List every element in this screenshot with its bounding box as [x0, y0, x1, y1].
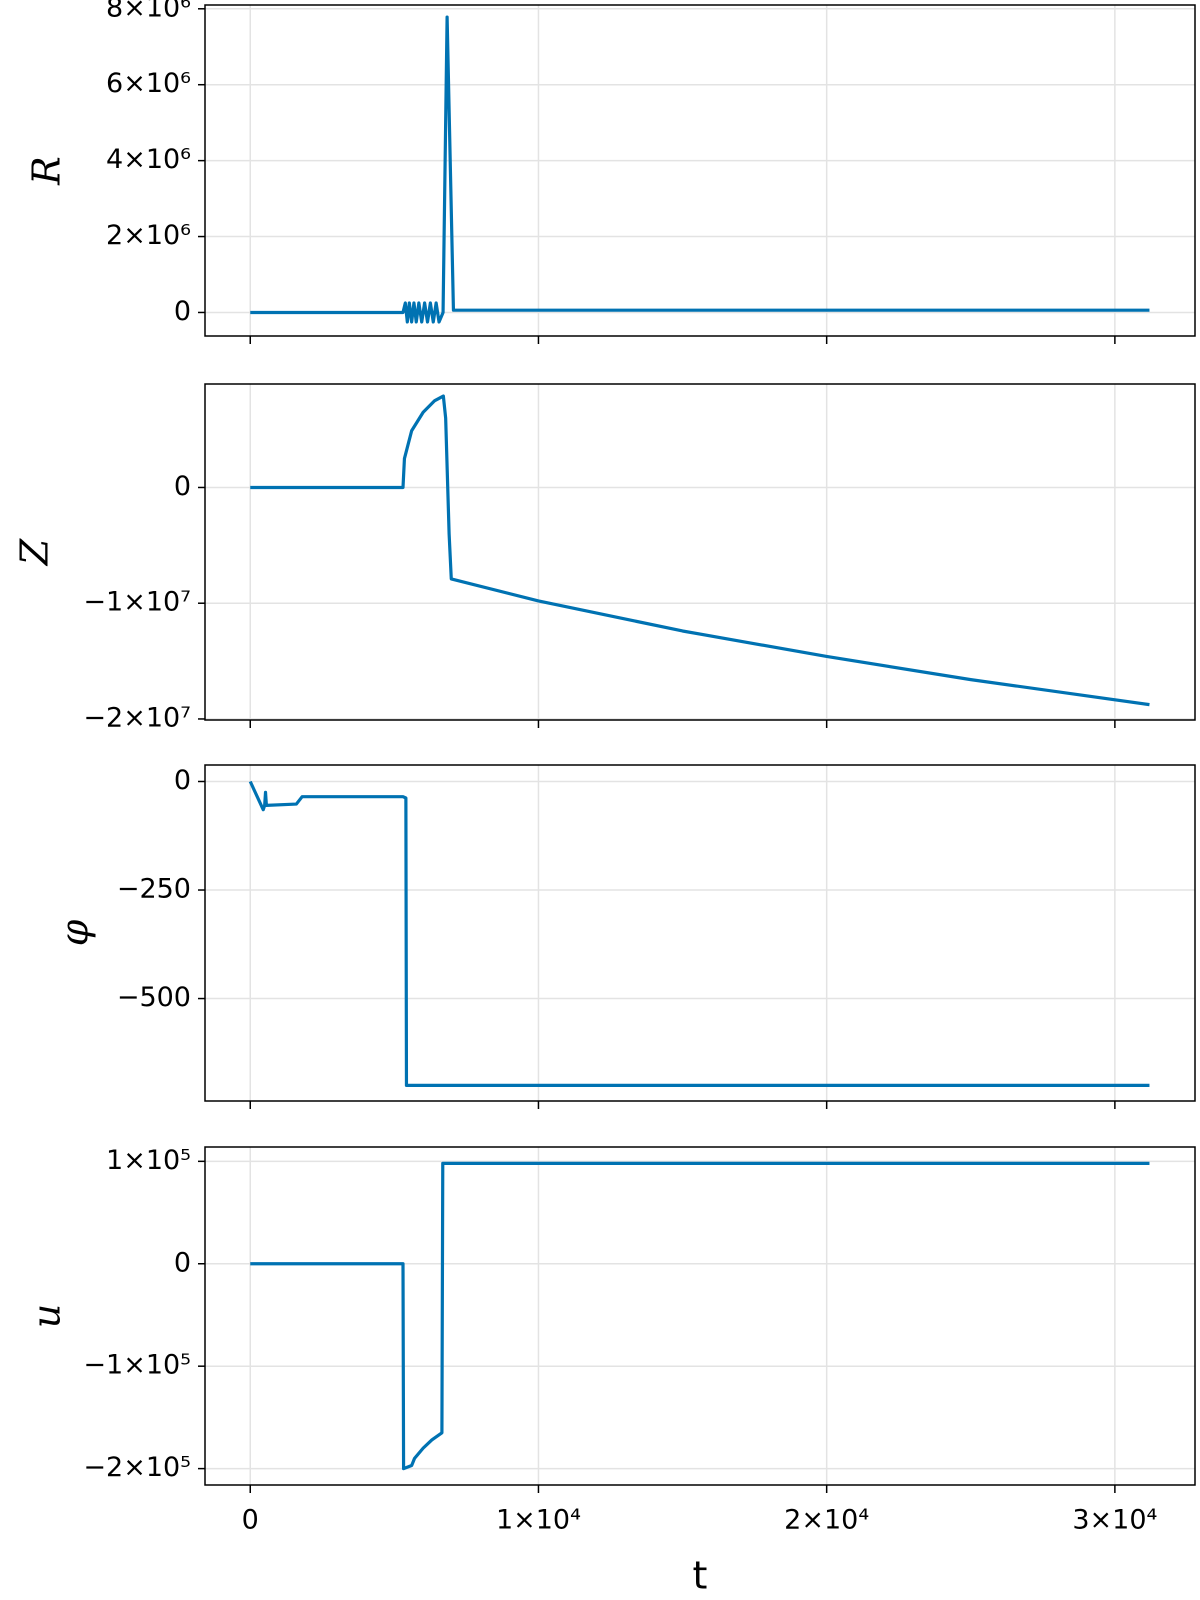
y-tick-label: 0	[174, 765, 191, 796]
axes-frame	[204, 764, 1196, 1102]
x-tick-label: 3×10⁴	[1072, 1505, 1157, 1536]
y-axis-label: u	[25, 1304, 69, 1328]
x-axis-label: t	[693, 1554, 708, 1598]
x-tick-label: 1×10⁴	[496, 1505, 581, 1536]
y-tick-label: −2×10⁷	[83, 702, 191, 733]
x-tick-label: 0	[242, 1505, 259, 1536]
y-tick-label: 6×10⁶	[106, 68, 191, 99]
plot-area	[250, 15, 1150, 324]
y-tick-label: −1×10⁵	[83, 1350, 191, 1381]
data-line	[248, 780, 1150, 1087]
plot-area	[250, 394, 1150, 707]
y-tick-label: −2×10⁵	[83, 1452, 191, 1483]
plot-area	[248, 780, 1150, 1087]
y-axis-label: Z	[13, 538, 57, 566]
y-tick-label: 0	[174, 1247, 191, 1278]
axes-frame	[204, 1146, 1196, 1486]
y-tick-label: 0	[174, 471, 191, 502]
y-tick-label: 8×10⁶	[106, 0, 191, 23]
y-tick-label: −500	[117, 982, 191, 1013]
y-axis-label: R	[25, 156, 69, 186]
plot-area	[250, 1161, 1150, 1471]
y-tick-label: 0	[174, 296, 191, 327]
y-tick-label: −1×10⁷	[83, 587, 191, 618]
y-axis-label: φ	[53, 919, 97, 946]
axes-frame	[204, 4, 1196, 337]
y-tick-label: 2×10⁶	[106, 220, 191, 251]
x-tick-label: 2×10⁴	[784, 1505, 869, 1536]
y-tick-label: 1×10⁵	[106, 1145, 191, 1176]
y-tick-label: −250	[117, 874, 191, 905]
data-line	[250, 394, 1150, 707]
data-line	[250, 1161, 1150, 1471]
y-tick-label: 4×10⁶	[106, 144, 191, 175]
data-line	[250, 15, 1150, 324]
axes-frame	[204, 383, 1196, 721]
